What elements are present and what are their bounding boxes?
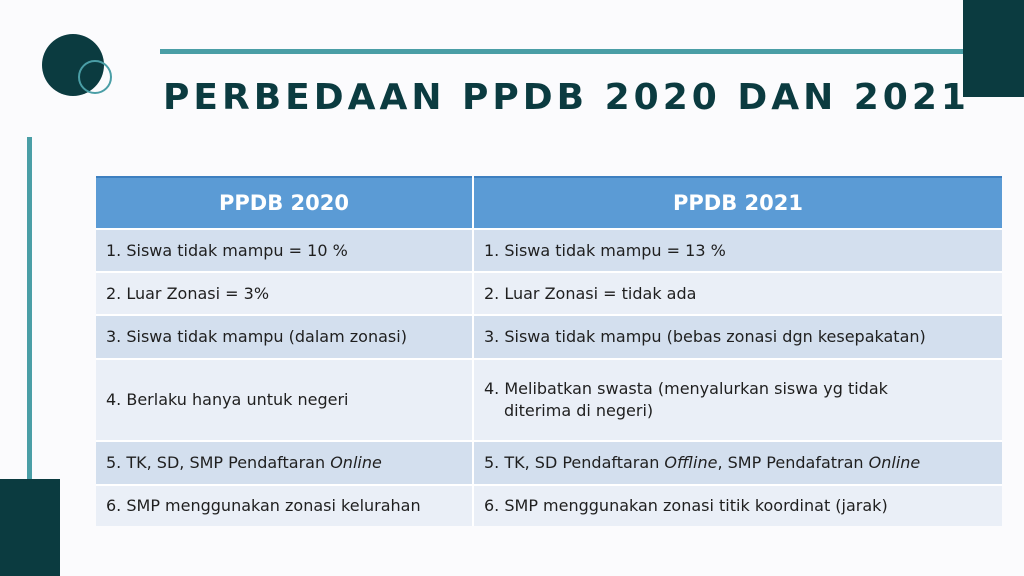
cell-2020: 1. Siswa tidak mampu = 10 %	[96, 227, 474, 273]
cell-2021: 1. Siswa tidak mampu = 13 %	[473, 227, 1002, 273]
cell-2021-line1: 4. Melibatkan swasta (menyalurkan siswa …	[484, 378, 888, 398]
decorative-left-line	[27, 137, 32, 576]
column-header-2021: PPDB 2021	[473, 176, 1002, 229]
decorative-top-line	[160, 49, 1024, 54]
table-row: 6. SMP menggunakan zonasi kelurahan 6. S…	[96, 483, 1002, 526]
cell-2020: 3. Siswa tidak mampu (dalam zonasi)	[96, 314, 474, 359]
table-header-row: PPDB 2020 PPDB 2021	[96, 176, 1002, 229]
cell-2020: 2. Luar Zonasi = 3%	[96, 271, 474, 316]
decorative-circle-ring	[78, 60, 112, 94]
cell-2021: 3. Siswa tidak mampu (bebas zonasi dgn k…	[473, 314, 1002, 359]
cell-text: 5. TK, SD, SMP Pendaftaran	[106, 452, 331, 472]
table-row: 1. Siswa tidak mampu = 10 % 1. Siswa tid…	[96, 227, 1002, 273]
cell-text: 5. TK, SD Pendaftaran	[484, 452, 665, 472]
slide-title: PERBEDAAN PPDB 2020 DAN 2021	[163, 77, 970, 118]
table-row: 5. TK, SD, SMP Pendaftaran Online 5. TK,…	[96, 440, 1002, 485]
comparison-table: PPDB 2020 PPDB 2021 1. Siswa tidak mampu…	[96, 176, 1002, 526]
cell-2021: 4. Melibatkan swasta (menyalurkan siswa …	[473, 357, 1002, 442]
decorative-corner-block-bottom	[0, 479, 60, 576]
cell-2020: 4. Berlaku hanya untuk negeri	[96, 357, 474, 442]
decorative-corner-block-top	[963, 0, 1024, 97]
table-row: 4. Berlaku hanya untuk negeri 4. Melibat…	[96, 357, 1002, 442]
cell-text-italic: Online	[868, 452, 921, 472]
cell-text-italic: Online	[330, 452, 382, 472]
cell-2021: 2. Luar Zonasi = tidak ada	[473, 271, 1002, 316]
cell-2020: 5. TK, SD, SMP Pendaftaran Online	[96, 440, 474, 485]
cell-2020: 6. SMP menggunakan zonasi kelurahan	[96, 483, 474, 526]
column-header-2020: PPDB 2020	[96, 176, 474, 229]
table-row: 3. Siswa tidak mampu (dalam zonasi) 3. S…	[96, 314, 1002, 359]
table-row: 2. Luar Zonasi = 3% 2. Luar Zonasi = tid…	[96, 271, 1002, 316]
cell-2021-line2: diterima di negeri)	[504, 400, 654, 420]
cell-2021: 5. TK, SD Pendaftaran Offline, SMP Penda…	[473, 440, 1002, 485]
cell-text-italic: Offline	[664, 452, 718, 472]
cell-text: , SMP Pendafatran	[717, 452, 869, 472]
cell-2021: 6. SMP menggunakan zonasi titik koordina…	[473, 483, 1002, 526]
